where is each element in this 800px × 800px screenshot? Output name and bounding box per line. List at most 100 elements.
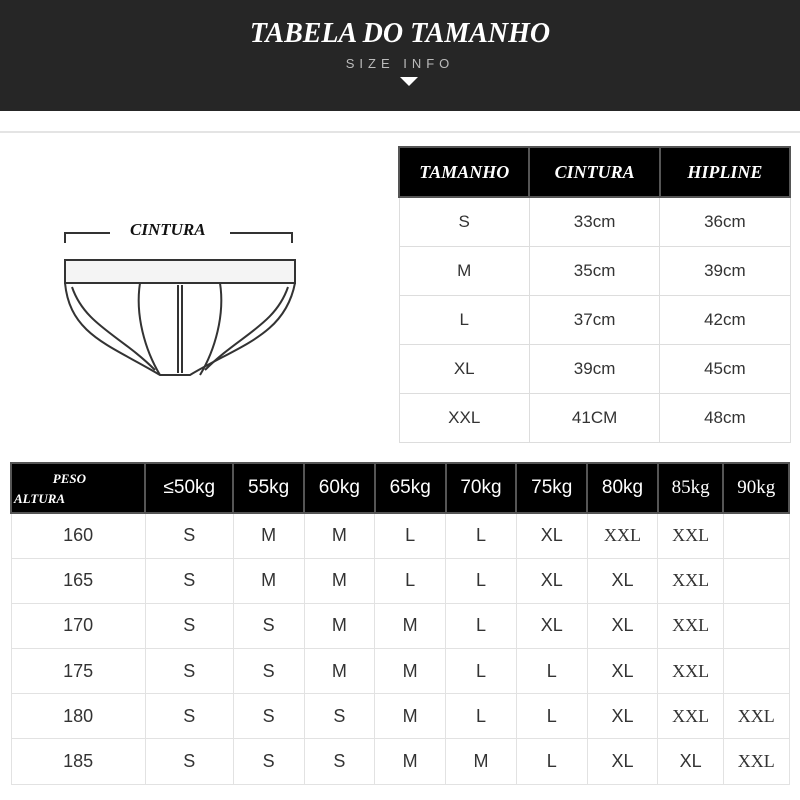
col-header: CINTURA xyxy=(528,146,661,198)
weight-header: 65kg xyxy=(373,462,447,514)
size-cell xyxy=(722,557,790,604)
height-cell: 185 xyxy=(10,738,146,785)
table-row: M 35cm 39cm xyxy=(398,245,791,296)
table-cell: 42cm xyxy=(659,294,791,345)
size-cell: S xyxy=(144,512,234,559)
size-fit-table: PESO ALTURA ≤50kg 55kg 60kg 65kg 70kg 75kg 80k… xyxy=(9,462,790,785)
table-cell: 39cm xyxy=(659,245,791,296)
size-cell: XL xyxy=(515,512,588,559)
col-header: HIPLINE xyxy=(658,146,792,198)
table-cell: S xyxy=(398,196,530,247)
weight-header: 55kg xyxy=(232,462,305,514)
size-cell xyxy=(722,512,790,559)
page-subtitle: SIZE INFO xyxy=(345,56,455,71)
table-row: 185 S S S M M L XL XL XXL xyxy=(10,738,790,785)
size-cell: XXL xyxy=(722,738,790,785)
size-cell: L xyxy=(515,738,588,785)
size-cell: S xyxy=(144,738,234,785)
table-cell: XXL xyxy=(398,392,530,443)
size-cell: S xyxy=(232,602,305,650)
table-cell: 48cm xyxy=(659,392,791,443)
size-cell: L xyxy=(445,648,517,695)
table-cell: 35cm xyxy=(528,245,661,296)
size-cell: L xyxy=(445,512,517,559)
height-label: ALTURA xyxy=(14,491,66,506)
size-cell: S xyxy=(144,648,234,695)
table-row: 170 S S M M L XL XL XXL xyxy=(10,602,790,650)
size-cell: M xyxy=(374,738,447,785)
size-cell: S xyxy=(144,557,234,604)
table-cell: XL xyxy=(398,343,530,394)
size-cell: L xyxy=(445,557,517,604)
size-cell: XXL xyxy=(657,512,724,559)
table-cell: 36cm xyxy=(659,196,791,247)
weight-header: 70kg xyxy=(444,462,518,514)
weight-header: 75kg xyxy=(515,462,589,514)
table-cell: 37cm xyxy=(528,294,661,345)
corner-header: PESO ALTURA xyxy=(9,462,147,514)
size-cell: S xyxy=(232,693,305,740)
size-cell: M xyxy=(374,693,447,740)
height-cell: 165 xyxy=(10,557,146,604)
size-cell: M xyxy=(303,557,376,604)
size-cell: L xyxy=(515,693,588,740)
size-cell: L xyxy=(515,648,588,695)
size-cell: XL xyxy=(586,648,659,695)
weight-header: 85kg xyxy=(656,462,725,514)
size-measurement-table: TAMANHO CINTURA HIPLINE S 33cm 36cm M 35cm 39… xyxy=(397,146,792,443)
size-cell: L xyxy=(374,512,447,559)
size-cell xyxy=(722,602,790,650)
table-row: 165 S M M L L XL XL XXL xyxy=(10,557,790,604)
size-cell: XXL xyxy=(657,557,724,604)
size-cell: XL xyxy=(515,557,588,604)
size-cell: S xyxy=(144,693,234,740)
size-cell: M xyxy=(445,738,517,785)
table-row: XL 39cm 45cm xyxy=(398,343,791,394)
size-cell: M xyxy=(374,648,447,695)
divider xyxy=(0,131,800,133)
height-cell: 160 xyxy=(10,512,146,559)
weight-header: 80kg xyxy=(586,462,659,514)
size-cell: M xyxy=(232,512,305,559)
table-row: XXL 41CM 48cm xyxy=(398,392,791,443)
size-cell: XXL xyxy=(657,693,724,740)
table-row: 160 S M M L L XL XXL XXL xyxy=(10,512,790,559)
table-cell: 41CM xyxy=(528,392,661,443)
waist-label: CINTURA xyxy=(130,220,206,239)
height-cell: 170 xyxy=(10,602,146,650)
table-cell: 33cm xyxy=(528,196,661,247)
height-cell: 180 xyxy=(10,693,146,740)
table-cell: 45cm xyxy=(659,343,791,394)
table-row: S 33cm 36cm xyxy=(398,196,791,247)
size-cell: XXL xyxy=(657,648,724,695)
size-cell: M xyxy=(374,602,447,650)
size-cell: XXL xyxy=(586,512,659,559)
weight-label: PESO xyxy=(52,471,86,486)
page-title: TABELA DO TAMANHO xyxy=(249,18,551,49)
table-row: 180 S S S M L L XL XXL XXL xyxy=(10,693,790,740)
size-cell: L xyxy=(445,602,517,650)
table-cell: 39cm xyxy=(528,343,661,394)
table-row: 175 S S M M L L XL XXL xyxy=(10,648,790,695)
size-cell: M xyxy=(232,557,305,604)
table-cell: M xyxy=(398,245,530,296)
size-cell: S xyxy=(303,738,376,785)
col-header: TAMANHO xyxy=(397,146,531,198)
triangle-down-icon xyxy=(400,77,418,86)
size-cell: XXL xyxy=(722,693,790,740)
weight-header: 60kg xyxy=(303,462,376,514)
height-cell: 175 xyxy=(10,648,146,695)
size-cell: XXL xyxy=(657,602,724,650)
size-cell: XL xyxy=(657,738,724,785)
size-cell: S xyxy=(303,693,376,740)
size-cell: S xyxy=(144,602,234,650)
size-cell: M xyxy=(303,512,376,559)
table-cell: L xyxy=(398,294,530,345)
table-row: L 37cm 42cm xyxy=(398,294,791,345)
size-cell: XL xyxy=(586,693,659,740)
size-cell: M xyxy=(303,602,376,650)
size-cell: XL xyxy=(515,602,588,650)
size-cell: XL xyxy=(586,602,659,650)
waist-measure-line xyxy=(64,232,293,243)
briefs-illustration xyxy=(64,232,296,376)
